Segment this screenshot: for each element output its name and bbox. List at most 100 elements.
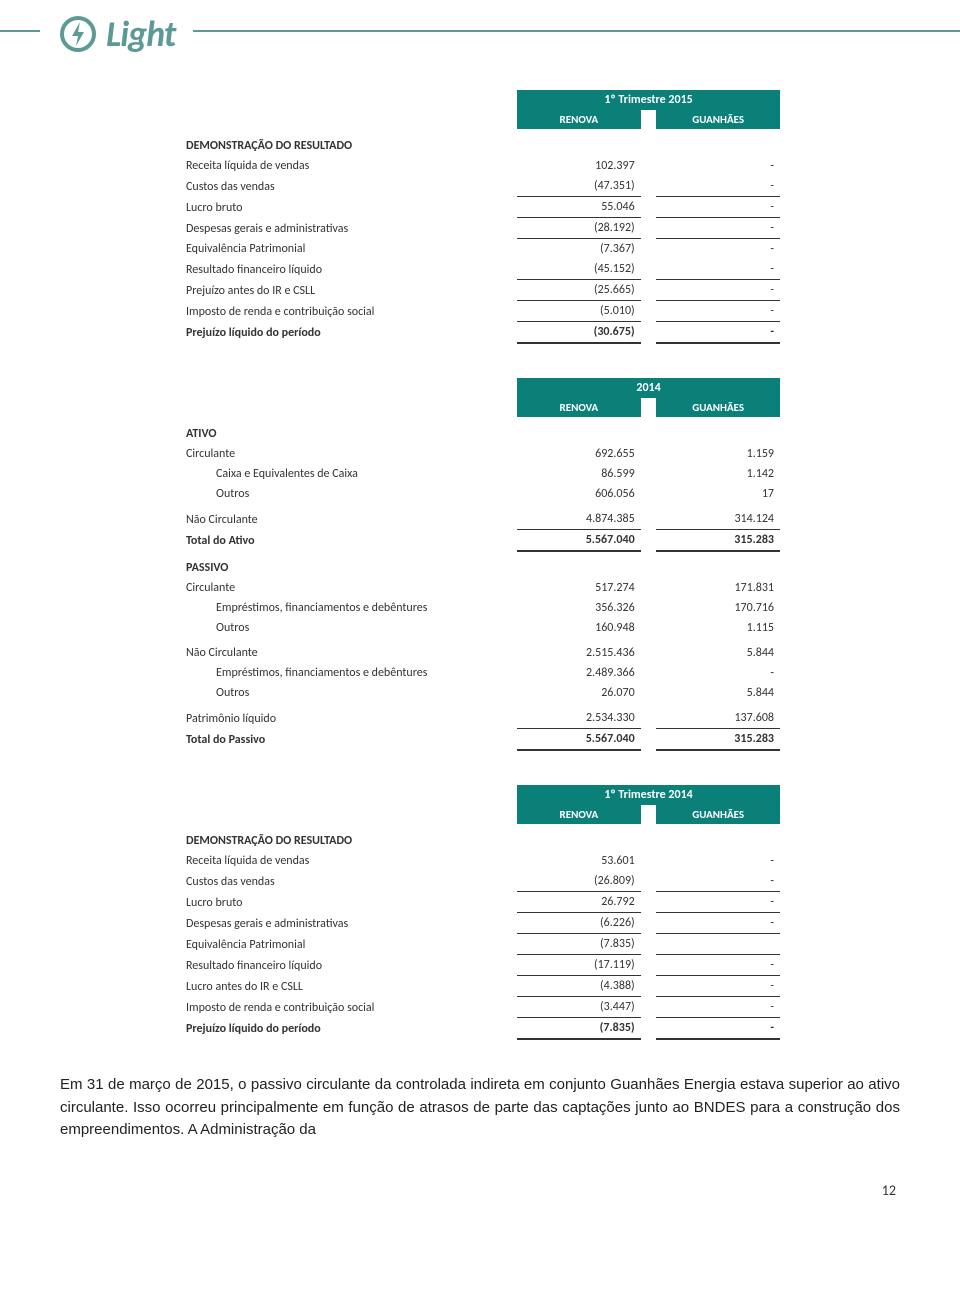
row-label: Outros	[180, 683, 517, 703]
row-value: 26.792	[517, 892, 641, 913]
row-value: 1.142	[656, 464, 780, 484]
row-label: Prejuízo líquido do período	[180, 1018, 517, 1040]
row-value: (3.447)	[517, 997, 641, 1018]
row-value: (30.675)	[517, 322, 641, 344]
column-header-guanhaes: GUANHÃES	[656, 805, 780, 824]
row-label: Receita líquida de vendas	[180, 851, 517, 871]
section-title: DEMONSTRAÇÃO DO RESULTADO	[180, 824, 517, 851]
page-body: 1º Trimestre 2015 RENOVA GUANHÃES DEMONS…	[0, 90, 960, 1229]
row-value: (7.835)	[517, 934, 641, 955]
row-value: -	[656, 913, 780, 934]
row-label: Não Circulante	[180, 504, 517, 530]
row-value: 2.489.366	[517, 663, 641, 683]
period-header: 1º Trimestre 2014	[517, 785, 780, 805]
row-value: 55.046	[517, 197, 641, 218]
row-value: (47.351)	[517, 176, 641, 197]
row-label: Prejuízo líquido do período	[180, 322, 517, 344]
row-label: Total do Passivo	[180, 729, 517, 751]
row-value: -	[656, 955, 780, 976]
row-label: Empréstimos, financiamentos e debêntures	[180, 598, 517, 618]
row-value: 53.601	[517, 851, 641, 871]
column-header-renova: RENOVA	[517, 110, 641, 129]
row-value: -	[656, 663, 780, 683]
period-header: 1º Trimestre 2015	[517, 90, 780, 110]
row-value: (7.835)	[517, 1018, 641, 1040]
row-value: (25.665)	[517, 280, 641, 301]
row-value: (28.192)	[517, 218, 641, 239]
row-value: 5.844	[656, 683, 780, 703]
section-title-ativo: ATIVO	[180, 417, 517, 444]
row-label: Equivalência Patrimonial	[180, 239, 517, 260]
row-value: -	[656, 997, 780, 1018]
row-value: 160.948	[517, 618, 641, 638]
brand-logo: Light	[40, 12, 193, 56]
row-value: 692.655	[517, 444, 641, 464]
row-label: Patrimônio líquido	[180, 703, 517, 729]
row-value: 1.115	[656, 618, 780, 638]
section-title-passivo: PASSIVO	[180, 551, 517, 578]
row-label: Circulante	[180, 578, 517, 598]
row-label: Circulante	[180, 444, 517, 464]
row-label: Outros	[180, 618, 517, 638]
row-label: Imposto de renda e contribuição social	[180, 997, 517, 1018]
row-value: 4.874.385	[517, 504, 641, 530]
row-value: 137.608	[656, 703, 780, 729]
row-value: -	[656, 892, 780, 913]
row-value: -	[656, 851, 780, 871]
row-label: Resultado financeiro líquido	[180, 259, 517, 280]
row-value: (4.388)	[517, 976, 641, 997]
row-value: 17	[656, 484, 780, 504]
row-value: (17.119)	[517, 955, 641, 976]
row-label: Custos das vendas	[180, 871, 517, 892]
income-statement-2015q1-table: 1º Trimestre 2015 RENOVA GUANHÃES DEMONS…	[180, 90, 780, 344]
row-value: (6.226)	[517, 913, 641, 934]
row-value: 170.716	[656, 598, 780, 618]
row-label: Total do Ativo	[180, 530, 517, 552]
row-value: 314.124	[656, 504, 780, 530]
row-value: 5.844	[656, 638, 780, 663]
row-value: (26.809)	[517, 871, 641, 892]
page-number: 12	[60, 1182, 900, 1199]
row-value: 2.515.436	[517, 638, 641, 663]
row-value: 2.534.330	[517, 703, 641, 729]
row-value: -	[656, 301, 780, 322]
row-value: 5.567.040	[517, 530, 641, 552]
row-value: 1.159	[656, 444, 780, 464]
row-value: -	[656, 322, 780, 344]
row-label: Outros	[180, 484, 517, 504]
column-header-renova: RENOVA	[517, 398, 641, 417]
row-label: Receita líquida de vendas	[180, 156, 517, 176]
row-label: Lucro bruto	[180, 892, 517, 913]
row-value: 102.397	[517, 156, 641, 176]
balance-sheet-2014-table: 2014 RENOVA GUANHÃES ATIVO Circulante692…	[180, 378, 780, 751]
row-value: -	[656, 156, 780, 176]
column-header-guanhaes: GUANHÃES	[656, 110, 780, 129]
row-value: (45.152)	[517, 259, 641, 280]
row-value	[656, 934, 780, 955]
row-value: -	[656, 259, 780, 280]
row-label: Prejuízo antes do IR e CSLL	[180, 280, 517, 301]
row-label: Resultado financeiro líquido	[180, 955, 517, 976]
row-value: 5.567.040	[517, 729, 641, 751]
logo-icon	[58, 14, 98, 54]
row-label: Despesas gerais e administrativas	[180, 913, 517, 934]
row-value: -	[656, 280, 780, 301]
row-value: -	[656, 197, 780, 218]
section-title: DEMONSTRAÇÃO DO RESULTADO	[180, 129, 517, 156]
income-statement-2014q1-table: 1º Trimestre 2014 RENOVA GUANHÃES DEMONS…	[180, 785, 780, 1040]
row-label: Caixa e Equivalentes de Caixa	[180, 464, 517, 484]
body-paragraph: Em 31 de março de 2015, o passivo circul…	[60, 1074, 900, 1142]
row-label: Lucro bruto	[180, 197, 517, 218]
row-value: 517.274	[517, 578, 641, 598]
row-value: 26.070	[517, 683, 641, 703]
row-value: 315.283	[656, 729, 780, 751]
row-value: -	[656, 176, 780, 197]
row-value: -	[656, 871, 780, 892]
row-value: 356.326	[517, 598, 641, 618]
row-value: -	[656, 976, 780, 997]
row-value: -	[656, 1018, 780, 1040]
row-label: Despesas gerais e administrativas	[180, 218, 517, 239]
column-header-guanhaes: GUANHÃES	[656, 398, 780, 417]
page-header: Light	[0, 0, 960, 90]
row-value: (5.010)	[517, 301, 641, 322]
